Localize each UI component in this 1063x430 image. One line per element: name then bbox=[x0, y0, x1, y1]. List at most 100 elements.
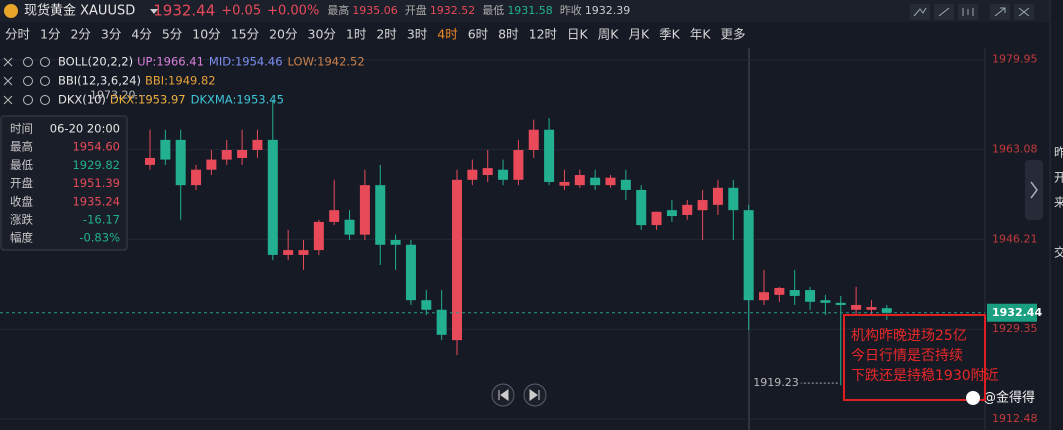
low-marker-label: 1919.23 bbox=[753, 376, 799, 389]
indicator-value: UP:1966.41 bbox=[137, 55, 204, 69]
candle-body bbox=[421, 300, 432, 310]
tooltip-label: 最高 bbox=[10, 140, 33, 154]
close-icon bbox=[3, 95, 13, 105]
candle-body bbox=[175, 139, 186, 186]
candle-body bbox=[237, 149, 248, 158]
candle-body bbox=[620, 179, 631, 190]
annotation-box bbox=[843, 314, 986, 401]
period-tab[interactable]: 12时 bbox=[529, 27, 558, 42]
visibility-icon bbox=[40, 76, 50, 86]
period-tab[interactable]: 4时 bbox=[437, 27, 458, 42]
candle-body bbox=[405, 244, 416, 301]
indicator-name: DKX(10) bbox=[58, 93, 106, 107]
candle-body bbox=[283, 250, 294, 255]
candle-body bbox=[712, 187, 723, 205]
candle-body bbox=[820, 300, 831, 303]
annotation-text: 下跌还是持稳1930附近 bbox=[851, 368, 999, 384]
candle-body bbox=[482, 168, 493, 176]
candle-body bbox=[728, 187, 739, 211]
candle-body bbox=[881, 308, 892, 313]
y-tick-label: 1946.21 bbox=[992, 232, 1038, 245]
header-prev-label: 昨收 bbox=[560, 3, 582, 17]
period-tab[interactable]: 30分 bbox=[308, 27, 336, 42]
indicator-value: BBI:1949.82 bbox=[145, 74, 216, 88]
watermark-icon bbox=[966, 391, 980, 405]
period-tab[interactable]: 分时 bbox=[5, 27, 31, 42]
tooltip-box bbox=[0, 115, 128, 251]
candle-body bbox=[191, 169, 202, 186]
period-tab[interactable]: 10分 bbox=[192, 27, 220, 42]
period-tab[interactable]: 2分 bbox=[70, 27, 90, 42]
indicator-name: BBI(12,3,6,24) bbox=[58, 74, 141, 88]
y-tick-label: 1929.35 bbox=[992, 322, 1038, 335]
period-tab[interactable]: 6时 bbox=[468, 27, 489, 42]
dropdown-icon bbox=[150, 9, 158, 14]
close-icon bbox=[3, 76, 13, 86]
candle-body bbox=[590, 177, 601, 186]
candle-body bbox=[329, 210, 340, 222]
period-tab[interactable]: 3分 bbox=[101, 27, 121, 42]
candle-body bbox=[452, 179, 462, 341]
header-change: +0.05 bbox=[221, 4, 261, 19]
watermark: @金得得 bbox=[983, 390, 1035, 406]
settings-icon bbox=[23, 95, 33, 105]
candle-body bbox=[605, 177, 616, 186]
chart-area: 1979.95 1963.08 1946.21 1929.35 1912.48 1932.… bbox=[0, 53, 1042, 425]
candle-body bbox=[252, 139, 263, 150]
side-toggle[interactable] bbox=[1025, 160, 1043, 220]
period-tab[interactable]: 更多 bbox=[721, 27, 746, 42]
header-high-label: 最高 bbox=[327, 3, 349, 17]
candle-body bbox=[835, 302, 846, 305]
header-open-label: 开盘 bbox=[405, 3, 427, 17]
period-tab[interactable]: 季K bbox=[659, 27, 681, 42]
period-tab[interactable]: 15分 bbox=[231, 27, 259, 42]
tool-icon bbox=[938, 7, 950, 17]
candle-body bbox=[743, 210, 754, 301]
panel-label: 开 bbox=[1054, 171, 1063, 185]
candle-body bbox=[866, 307, 877, 310]
candle-body bbox=[359, 185, 370, 235]
panel-label: 昨 bbox=[1054, 146, 1063, 160]
candle-body bbox=[145, 157, 155, 165]
candle-body bbox=[759, 292, 769, 301]
tooltip-value: 1935.24 bbox=[72, 194, 120, 208]
settings-icon bbox=[23, 57, 33, 67]
tooltip-label: 幅度 bbox=[10, 231, 33, 245]
period-tab[interactable]: 20分 bbox=[269, 27, 297, 42]
settings-icon bbox=[23, 76, 33, 86]
candle-body bbox=[206, 159, 217, 170]
period-tab[interactable]: 4分 bbox=[131, 27, 151, 42]
candle-body bbox=[498, 169, 509, 180]
annotation-text: 机构昨晚进场25亿 bbox=[851, 328, 967, 344]
candle-body bbox=[774, 287, 785, 295]
tool-icon bbox=[1018, 7, 1030, 17]
tool-icon bbox=[962, 8, 974, 16]
candle-body bbox=[697, 200, 708, 211]
period-tab[interactable]: 8时 bbox=[498, 27, 519, 42]
header-symbol: 现货黄金 XAUUSD bbox=[24, 3, 135, 19]
side-toggle-icon bbox=[1030, 181, 1038, 199]
tool-button[interactable] bbox=[910, 4, 930, 20]
period-tab[interactable]: 月K bbox=[628, 27, 650, 42]
period-tab[interactable]: 5分 bbox=[162, 27, 182, 42]
period-tab[interactable]: 1分 bbox=[40, 27, 60, 42]
header-prev: 1932.39 bbox=[585, 4, 631, 17]
gold-icon bbox=[4, 4, 18, 18]
period-tab[interactable]: 年K bbox=[690, 27, 712, 42]
period-tab[interactable]: 3时 bbox=[407, 27, 428, 42]
period-tab[interactable]: 2时 bbox=[376, 27, 397, 42]
current-price-box bbox=[987, 303, 1037, 322]
current-price-label: 1932.44 bbox=[992, 306, 1042, 319]
period-tab[interactable]: 1时 bbox=[346, 27, 367, 42]
candle-body bbox=[436, 309, 447, 335]
visibility-icon bbox=[40, 57, 50, 67]
tool-icon bbox=[913, 7, 927, 17]
candle-body bbox=[298, 250, 309, 255]
period-tab[interactable]: 周K bbox=[598, 27, 620, 42]
candle-body bbox=[390, 240, 401, 245]
tooltip-value: -16.17 bbox=[83, 213, 120, 227]
y-tick-label: 1963.08 bbox=[992, 143, 1038, 156]
period-tab[interactable]: 日K bbox=[567, 27, 589, 42]
